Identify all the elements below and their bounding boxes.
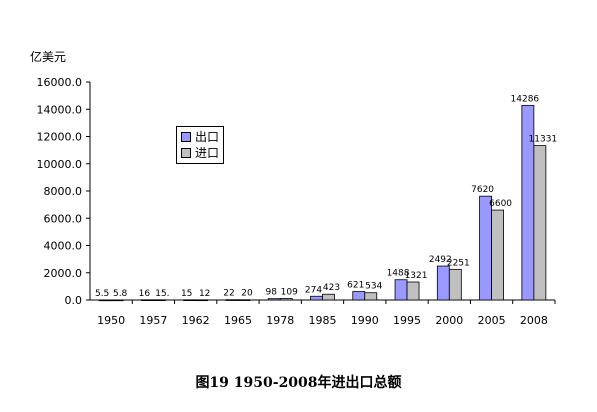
x-tick-label: 1978 <box>266 314 294 327</box>
data-label-export: 98 <box>266 288 278 298</box>
bar-import <box>448 268 462 301</box>
legend-label-import: 进口 <box>195 146 220 160</box>
y-axis-unit-label: 亿美元 <box>30 50 67 64</box>
data-label-import: 12 <box>199 289 210 299</box>
data-label-export: 14286 <box>511 94 540 104</box>
x-tick-label: 1990 <box>351 314 379 327</box>
bar-import <box>322 293 335 301</box>
y-tick-label: 2000.0 <box>44 267 83 280</box>
x-tick-label: 1995 <box>393 314 421 327</box>
x-tick-label: 1950 <box>97 314 125 327</box>
data-label-export: 274 <box>305 285 322 295</box>
bar-import <box>153 299 166 301</box>
data-label-import: 6600 <box>489 199 512 209</box>
x-tick-label: 2008 <box>520 314 548 327</box>
x-tick-label: 1962 <box>182 314 210 327</box>
bar-export <box>394 279 408 301</box>
data-label-import: 534 <box>365 282 382 292</box>
bar-import <box>491 209 504 301</box>
legend-swatch-export <box>181 132 191 142</box>
legend-item-import: 进口 <box>181 145 219 161</box>
data-label-export: 621 <box>347 281 364 291</box>
bar-import <box>533 145 547 301</box>
data-label-import: 2251 <box>447 258 470 268</box>
data-label-export: 5.5 <box>95 289 109 299</box>
bar-export <box>436 265 450 301</box>
legend-item-export: 出口 <box>181 129 219 145</box>
x-tick-label: 1957 <box>139 314 167 327</box>
bar-export <box>183 299 197 301</box>
data-label-export: 1488 <box>387 269 410 279</box>
data-label-export: 7620 <box>471 185 494 195</box>
bar-export <box>479 195 492 301</box>
chart-caption: 图19 1950-2008年进出口总额 <box>195 375 402 391</box>
data-label-import: 11331 <box>529 135 558 145</box>
bar-import <box>195 299 209 302</box>
data-label-export: 16 <box>139 289 151 299</box>
bar-export <box>352 291 366 301</box>
data-label-import: 1321 <box>405 271 428 281</box>
y-tick-label: 16000.0 <box>37 76 83 89</box>
y-tick-label: 12000.0 <box>37 131 83 144</box>
bar-import <box>364 292 378 301</box>
x-tick-label: 1985 <box>309 314 337 327</box>
y-tick-label: 6000.0 <box>44 212 83 225</box>
data-label-import: 20 <box>241 289 253 299</box>
x-tick-label: 2005 <box>478 314 506 327</box>
y-tick-label: 10000.0 <box>37 158 83 171</box>
legend-label-export: 出口 <box>195 130 220 144</box>
data-label-export: 22 <box>223 289 234 299</box>
bar-import <box>406 281 420 301</box>
y-tick-label: 14000.0 <box>37 103 83 116</box>
x-tick-label: 2000 <box>435 314 463 327</box>
bar-export <box>267 298 281 301</box>
bar-import <box>279 298 293 301</box>
data-label-import: 109 <box>281 288 298 298</box>
bar-export <box>141 299 154 301</box>
bar-export <box>310 295 323 301</box>
bar-export <box>225 299 239 301</box>
data-label-import: 5.8 <box>113 289 128 299</box>
bar-export <box>98 299 112 302</box>
bar-import <box>237 299 251 301</box>
legend: 出口 进口 <box>176 126 225 164</box>
legend-swatch-import <box>181 148 191 158</box>
bar-import <box>110 299 124 302</box>
data-label-import: 423 <box>323 283 340 293</box>
y-tick-label: 4000.0 <box>44 240 83 253</box>
x-tick-label: 1965 <box>224 314 252 327</box>
data-label-export: 15 <box>181 289 192 299</box>
y-tick-label: 0.0 <box>65 294 83 307</box>
y-tick-label: 8000.0 <box>44 185 83 198</box>
data-label-export: 2492 <box>429 255 452 265</box>
data-label-import: 15. <box>155 289 169 299</box>
